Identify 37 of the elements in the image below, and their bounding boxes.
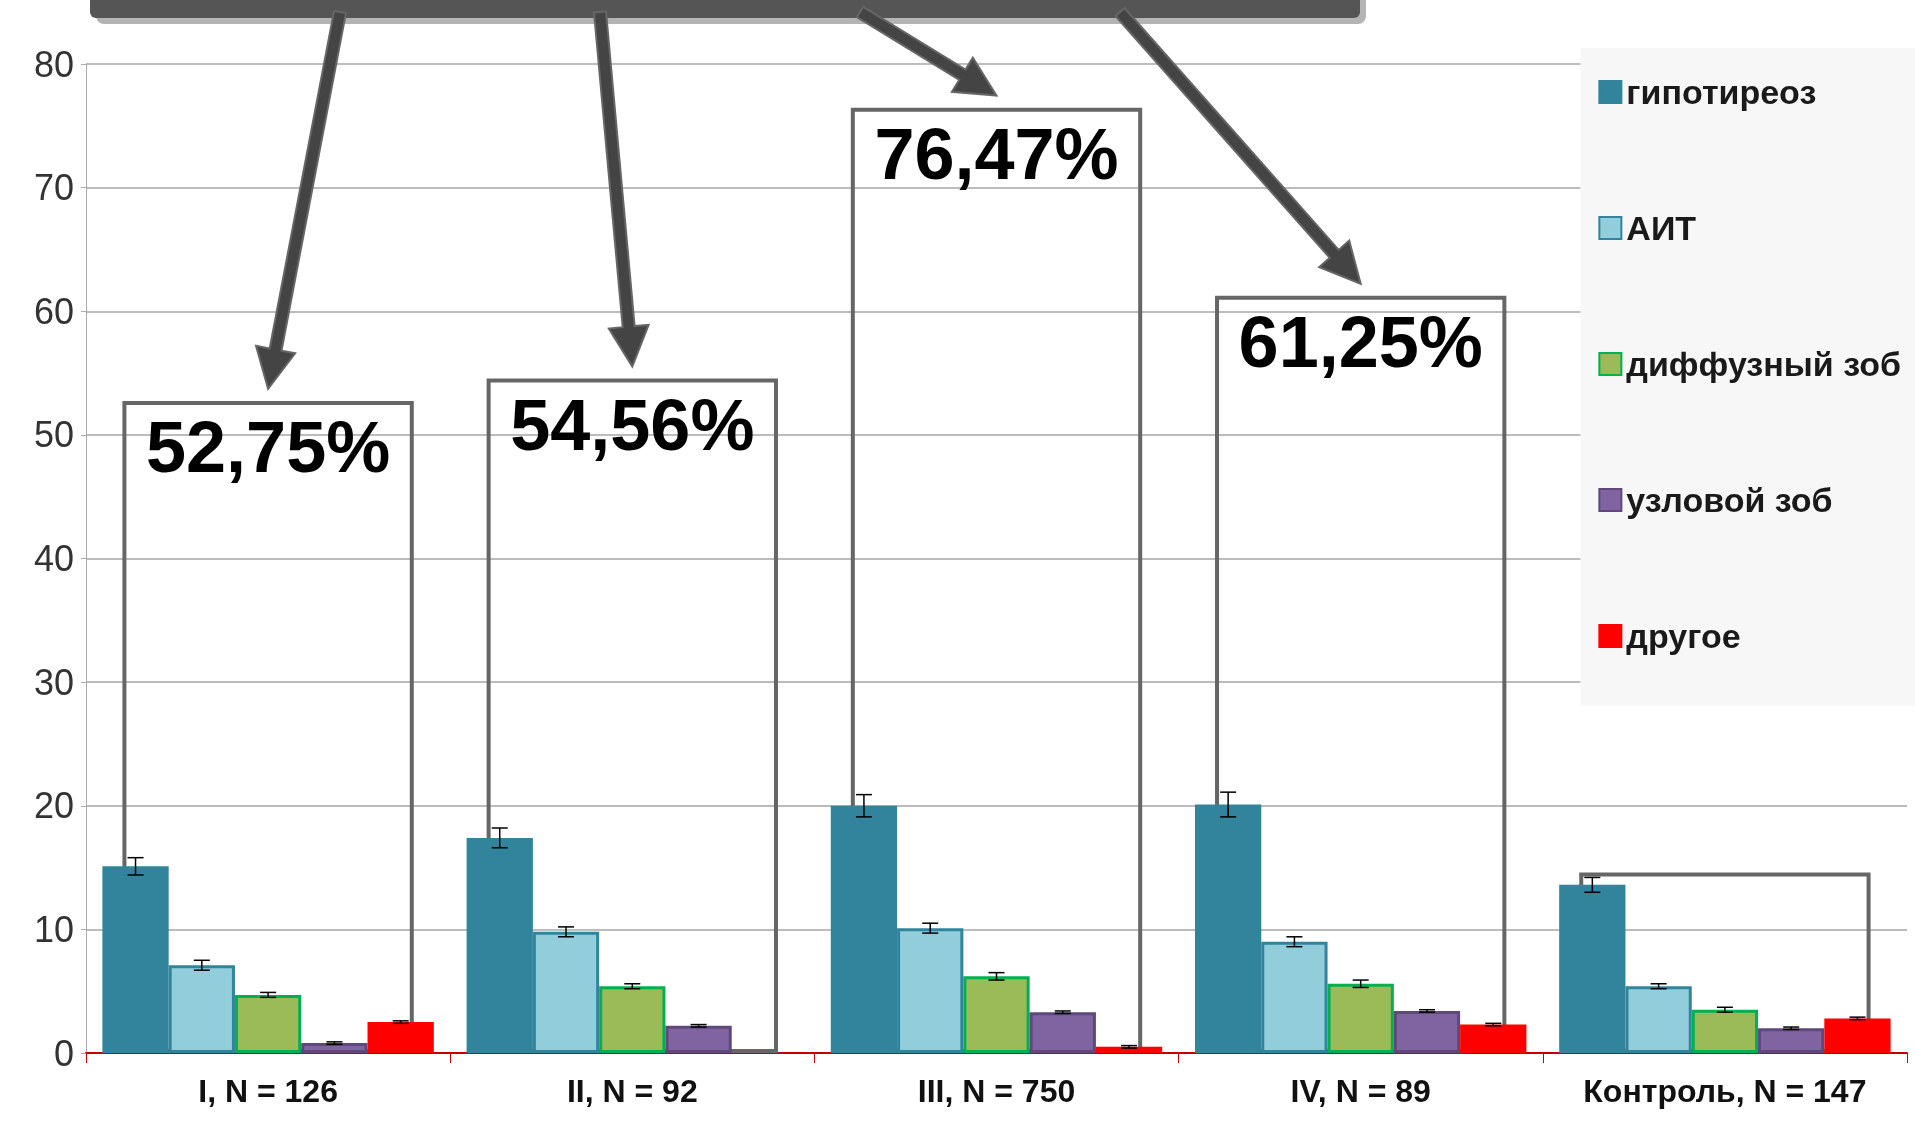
bar [1393,1010,1461,1053]
bar [1824,1018,1891,1053]
bar [301,1043,368,1053]
x-tick-label: I, N = 126 [198,1073,338,1109]
legend-label: диффузный зоб [1626,345,1901,383]
y-tick-label: 60 [33,290,74,332]
y-tick-label: 30 [33,661,74,703]
bar [1758,1028,1825,1053]
data-label: 54,56% [510,384,755,465]
y-tick-label: 70 [33,167,74,209]
bar [1095,1046,1163,1053]
x-tick-label: II, N = 92 [566,1073,698,1109]
legend-label: другое [1626,617,1741,655]
bar [1691,1009,1759,1053]
bar [1029,1012,1096,1053]
bar [234,994,302,1053]
x-tick-label: III, N = 750 [917,1073,1076,1109]
legend-label: гипотиреоз [1626,73,1817,111]
data-label: 76,47% [874,113,1119,194]
bar [367,1022,434,1053]
legend-label: АИТ [1626,209,1697,247]
data-label: 61,25% [1238,301,1483,382]
bar [1327,983,1394,1053]
y-tick-label: 50 [33,414,74,456]
y-tick-label: 80 [33,43,74,85]
x-tick-label: IV, N = 89 [1290,1073,1431,1109]
legend-label: узловой зоб [1626,481,1833,519]
data-label: 52,75% [146,406,391,487]
y-tick-label: 40 [33,538,74,579]
bar [963,976,1030,1053]
bar [1460,1024,1527,1053]
x-tick-label: Контроль, N = 147 [1583,1073,1867,1109]
y-tick-label: 20 [33,785,74,827]
y-tick-label: 0 [53,1032,74,1074]
bar [599,986,666,1053]
bar [665,1025,732,1053]
y-tick-label: 10 [33,908,74,950]
